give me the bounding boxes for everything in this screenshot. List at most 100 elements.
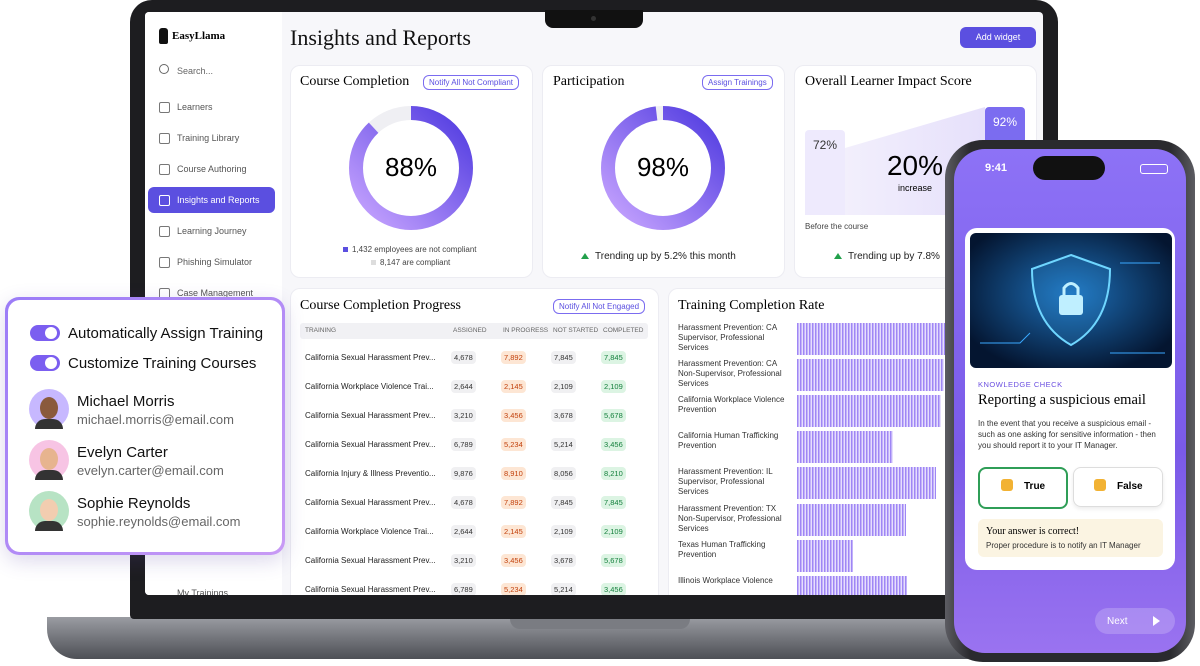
rate-label: Harassment Prevention: TX Non-Supervisor… bbox=[678, 504, 782, 533]
option-false[interactable] bbox=[1073, 467, 1163, 507]
lock-shackle bbox=[1062, 282, 1080, 295]
table-cell: 5,678 bbox=[601, 554, 626, 567]
table-cell: 2,145 bbox=[501, 380, 526, 393]
person-email: sophie.reynolds@email.com bbox=[77, 514, 241, 529]
table-cell: California Sexual Harassment Prev... bbox=[305, 411, 436, 420]
avatar-face bbox=[40, 397, 58, 419]
search[interactable]: Search... bbox=[177, 66, 214, 76]
rate-label: California Human Trafficking Prevention bbox=[678, 431, 779, 450]
rate-bar bbox=[797, 467, 937, 499]
table-cell: California Sexual Harassment Prev... bbox=[305, 353, 436, 362]
course-completion-card bbox=[290, 65, 533, 278]
card-title: Participation bbox=[553, 74, 625, 89]
next-button[interactable] bbox=[1095, 608, 1175, 634]
table-cell: 7,892 bbox=[501, 496, 526, 509]
laptop-lip bbox=[510, 617, 690, 629]
table-cell: 5,234 bbox=[501, 438, 526, 451]
table-cell: 7,845 bbox=[601, 351, 626, 364]
nav-item[interactable]: Phishing Simulator bbox=[177, 257, 253, 267]
rate-label: Harassment Prevention: CA Supervisor, Pr… bbox=[678, 323, 777, 352]
donut-arc bbox=[349, 106, 473, 230]
rate-bar bbox=[797, 540, 853, 572]
table-cell: California Injury & Illness Preventio... bbox=[305, 469, 436, 478]
donut-label: 88% bbox=[384, 152, 438, 182]
rate-label: Harassment Prevention: IL Supervisor, Pr… bbox=[678, 467, 773, 496]
before-caption: Before the course bbox=[805, 222, 869, 231]
add-widget-label: Add widget bbox=[975, 32, 1021, 42]
option-true[interactable] bbox=[978, 467, 1068, 509]
table-cell: 2,109 bbox=[551, 525, 576, 538]
camera bbox=[591, 16, 596, 21]
toggle-knob bbox=[45, 327, 57, 339]
toggle-label: Automatically Assign Training bbox=[68, 325, 264, 342]
nav-icon bbox=[159, 226, 170, 237]
logo: EasyLlama bbox=[172, 30, 226, 42]
card-title: Overall Learner Impact Score bbox=[805, 74, 972, 89]
table-cell: 3,456 bbox=[501, 554, 526, 567]
table-cell: 9,876 bbox=[451, 467, 476, 480]
table-cell: 4,678 bbox=[451, 496, 476, 509]
rate-bar bbox=[797, 323, 949, 355]
status-icons bbox=[1140, 164, 1168, 174]
donut-arc bbox=[601, 106, 725, 230]
question-body: In the event that you receive a suspicio… bbox=[978, 419, 1156, 450]
table-cell: 6,789 bbox=[451, 438, 476, 451]
rate-label: Illinois Workplace Violence bbox=[678, 576, 773, 585]
table-cell: 8,056 bbox=[551, 467, 576, 480]
donut bbox=[349, 106, 473, 230]
table-column-header: NOT STARTED bbox=[553, 327, 599, 334]
table-cell: California Sexual Harassment Prev... bbox=[305, 585, 436, 594]
notify-button[interactable]: Notify All Not Compliant bbox=[423, 75, 520, 90]
increase-text: increase bbox=[897, 183, 933, 193]
nav-item[interactable]: Insights and Reports bbox=[177, 195, 260, 205]
nav-item[interactable]: Case Management bbox=[177, 288, 254, 298]
trend-text: Trending up by 5.2% this month bbox=[595, 251, 736, 262]
participation-card bbox=[542, 65, 785, 278]
table-column-header: IN PROGRESS bbox=[503, 327, 549, 334]
donut-label: 98% bbox=[636, 152, 690, 182]
table-cell: California Workplace Violence Trai... bbox=[305, 382, 434, 391]
nav-icon bbox=[159, 257, 170, 268]
option-label: False bbox=[1117, 481, 1143, 492]
notify-button[interactable]: Notify All Not Engaged bbox=[553, 299, 646, 314]
nav-item[interactable]: Learners bbox=[177, 102, 213, 112]
nav-footer[interactable]: My Trainings bbox=[177, 588, 229, 598]
table-cell: 3,456 bbox=[501, 409, 526, 422]
table-column-header: TRAINING bbox=[305, 327, 337, 334]
phone-time: 9:41 bbox=[985, 162, 1008, 174]
trend-arrow bbox=[581, 253, 589, 259]
avatar-body bbox=[35, 521, 63, 531]
toggle-knob bbox=[45, 357, 57, 369]
table-cell: 2,109 bbox=[601, 525, 626, 538]
nav-item[interactable]: Course Authoring bbox=[177, 164, 247, 174]
table-cell: 4,678 bbox=[451, 351, 476, 364]
table-cell: 2,644 bbox=[451, 380, 476, 393]
table-cell: 3,456 bbox=[601, 583, 626, 595]
table-cell: 3,210 bbox=[451, 554, 476, 567]
table-cell: 7,845 bbox=[551, 496, 576, 509]
person-name: Evelyn Carter bbox=[77, 444, 168, 461]
trend-arrow bbox=[834, 253, 842, 259]
rate-bar bbox=[797, 576, 908, 595]
table-cell: 2,145 bbox=[501, 525, 526, 538]
add-widget[interactable]: Add widget bbox=[960, 27, 1036, 48]
impact-bar bbox=[805, 130, 845, 215]
nav-item[interactable]: Training Library bbox=[177, 133, 240, 143]
nav-icon bbox=[159, 102, 170, 113]
table-cell: 7,845 bbox=[601, 496, 626, 509]
table-cell: 3,678 bbox=[551, 409, 576, 422]
feedback-title: Your answer is correct! bbox=[986, 526, 1080, 537]
table-cell: 3,456 bbox=[601, 438, 626, 451]
nav-item[interactable]: Learning Journey bbox=[177, 226, 247, 236]
toggle-label: Customize Training Courses bbox=[68, 355, 257, 372]
table-cell: 2,109 bbox=[601, 380, 626, 393]
table-cell: 8,910 bbox=[501, 467, 526, 480]
legend-dot bbox=[343, 247, 348, 252]
search-icon bbox=[159, 64, 169, 74]
card-title: Course Completion bbox=[300, 74, 410, 89]
nav-icon bbox=[159, 195, 170, 206]
table-cell: 5,234 bbox=[501, 583, 526, 595]
table-cell: 3,678 bbox=[551, 554, 576, 567]
next-icon bbox=[1153, 616, 1160, 626]
assign-button[interactable]: Assign Trainings bbox=[702, 75, 773, 90]
